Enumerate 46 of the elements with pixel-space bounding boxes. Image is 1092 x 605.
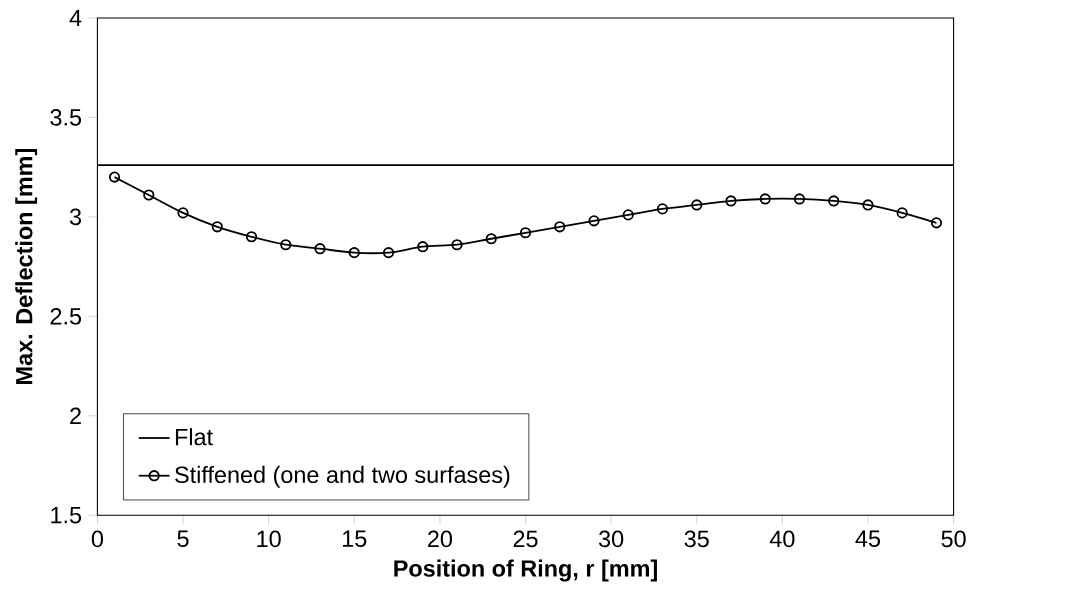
point [725, 195, 737, 207]
point [896, 207, 908, 219]
point [862, 199, 874, 211]
y-tick-label: 2 [70, 407, 81, 424]
point [793, 193, 806, 205]
x-tick-label: 0 [91, 530, 104, 548]
x-tick-label: 40 [769, 530, 795, 548]
y-tick-label: 1.5 [51, 507, 82, 524]
point [417, 241, 429, 253]
y-tick-label: 3.5 [50, 109, 82, 126]
point [314, 243, 326, 255]
x-tick-label: 50 [941, 530, 966, 548]
point [211, 221, 223, 233]
point [451, 239, 463, 251]
y-axis-title: Max. Deflection [mm] [15, 149, 38, 384]
y-tick-label: 4 [69, 9, 82, 27]
y-tick-label: 3 [69, 208, 82, 226]
x-tick-label: 45 [855, 530, 880, 547]
point [382, 247, 395, 259]
point [656, 203, 669, 215]
point [519, 227, 532, 239]
legend-label: Flat [175, 428, 213, 446]
point [245, 231, 258, 243]
x-tick-label: 20 [428, 530, 452, 548]
point [828, 195, 840, 207]
point [759, 193, 771, 205]
point [588, 215, 600, 227]
x-axis-title: Position of Ring, r [mm] [394, 559, 657, 582]
point [348, 247, 360, 259]
point [930, 217, 943, 229]
x-tick-label: 15 [343, 530, 367, 547]
x-tick-label: 5 [177, 530, 189, 547]
point [554, 221, 566, 233]
x-tick-label: 25 [513, 530, 538, 548]
point [280, 239, 292, 251]
x-tick-label: 35 [684, 530, 709, 548]
point [485, 233, 497, 245]
x-tick-label: 30 [598, 530, 624, 548]
point [691, 199, 703, 211]
point [143, 189, 155, 201]
legend-label: Stiffened (one and two surfases) [175, 465, 510, 488]
point [108, 171, 121, 183]
point [177, 207, 189, 219]
x-tick-label: 10 [257, 530, 281, 548]
point [622, 209, 634, 221]
y-tick-label: 2.5 [50, 308, 82, 325]
